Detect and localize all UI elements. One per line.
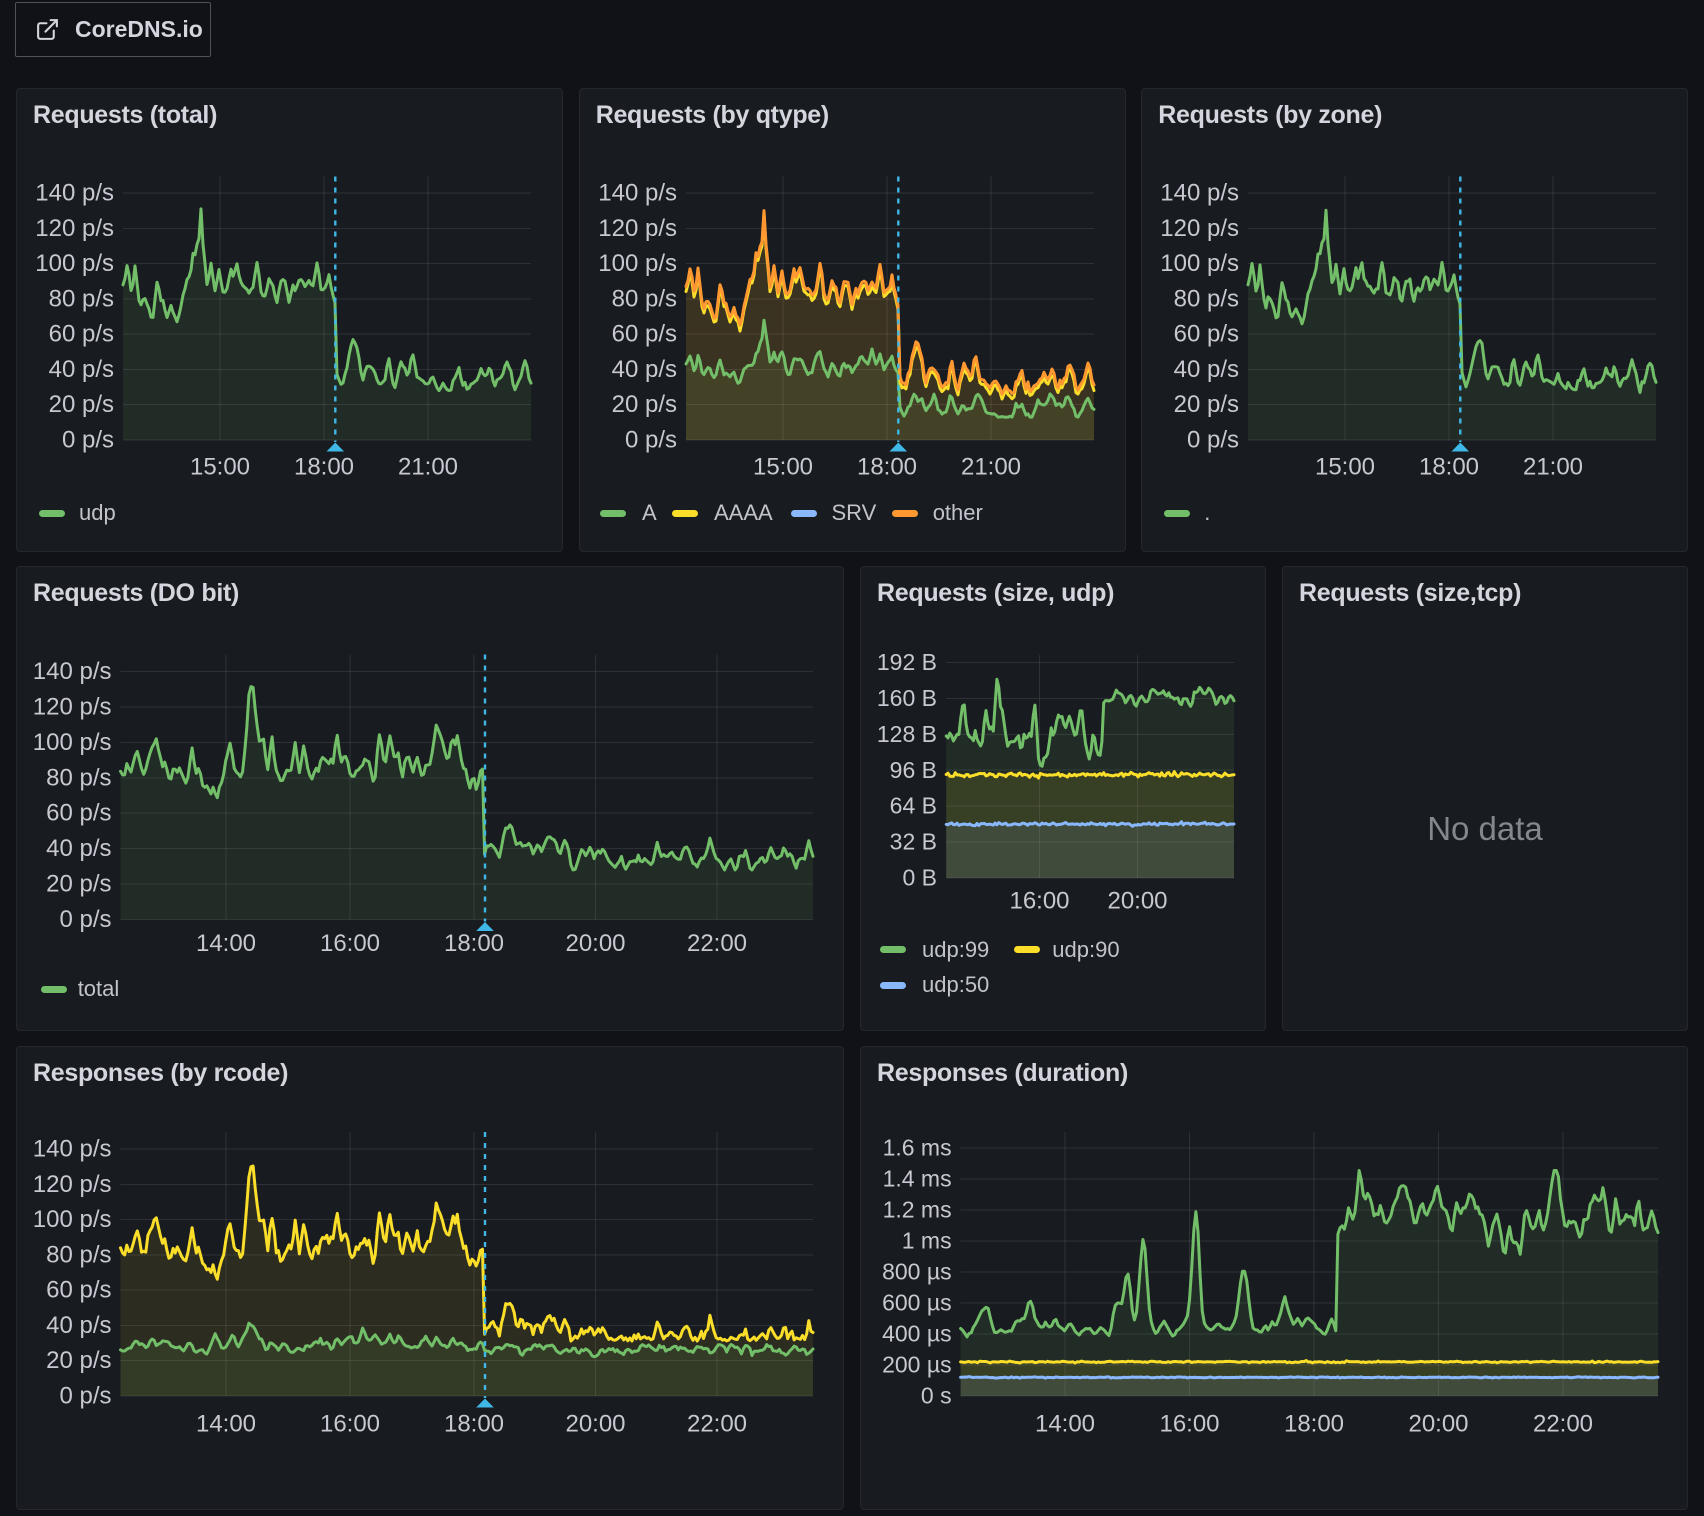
svg-text:22:00: 22:00 — [1533, 1411, 1593, 1438]
svg-text:40 p/s: 40 p/s — [1174, 356, 1239, 383]
svg-text:160 B: 160 B — [877, 685, 937, 711]
svg-text:80 p/s: 80 p/s — [46, 1241, 111, 1268]
svg-text:16:00: 16:00 — [320, 1411, 380, 1438]
svg-text:0 p/s: 0 p/s — [59, 906, 111, 933]
svg-text:128 B: 128 B — [877, 721, 937, 747]
svg-text:21:00: 21:00 — [398, 454, 458, 481]
svg-text:14:00: 14:00 — [196, 930, 256, 957]
svg-text:100 p/s: 100 p/s — [598, 250, 677, 277]
svg-text:120 p/s: 120 p/s — [33, 693, 112, 720]
svg-text:120 p/s: 120 p/s — [35, 215, 114, 242]
svg-text:140 p/s: 140 p/s — [33, 1136, 112, 1163]
svg-text:80 p/s: 80 p/s — [611, 285, 676, 312]
svg-text:18:00: 18:00 — [294, 454, 354, 481]
svg-text:20:00: 20:00 — [565, 1411, 625, 1438]
svg-text:0 s: 0 s — [921, 1383, 952, 1409]
svg-text:1.6 ms: 1.6 ms — [883, 1135, 952, 1161]
svg-text:192 B: 192 B — [877, 649, 937, 675]
svg-text:60 p/s: 60 p/s — [1174, 321, 1239, 348]
svg-text:14:00: 14:00 — [196, 1411, 256, 1438]
svg-text:140 p/s: 140 p/s — [1161, 180, 1240, 207]
svg-text:15:00: 15:00 — [190, 454, 250, 481]
svg-text:0 p/s: 0 p/s — [625, 427, 677, 454]
svg-text:40 p/s: 40 p/s — [46, 835, 111, 862]
svg-text:21:00: 21:00 — [1523, 454, 1583, 481]
svg-text:80 p/s: 80 p/s — [46, 764, 111, 791]
svg-text:0 B: 0 B — [902, 865, 937, 891]
svg-text:22:00: 22:00 — [687, 1411, 747, 1438]
svg-text:100 p/s: 100 p/s — [35, 250, 114, 277]
svg-text:60 p/s: 60 p/s — [46, 800, 111, 827]
svg-text:100 p/s: 100 p/s — [33, 1206, 112, 1233]
svg-text:60 p/s: 60 p/s — [611, 321, 676, 348]
svg-text:96 B: 96 B — [890, 757, 937, 783]
svg-text:64 B: 64 B — [890, 793, 937, 819]
svg-text:20 p/s: 20 p/s — [49, 391, 114, 418]
svg-text:15:00: 15:00 — [753, 454, 813, 481]
svg-text:800 µs: 800 µs — [882, 1259, 952, 1285]
svg-text:16:00: 16:00 — [1159, 1411, 1219, 1438]
svg-text:40 p/s: 40 p/s — [49, 356, 114, 383]
svg-text:600 µs: 600 µs — [882, 1290, 952, 1316]
svg-text:14:00: 14:00 — [1035, 1411, 1095, 1438]
svg-text:140 p/s: 140 p/s — [35, 180, 114, 207]
svg-text:15:00: 15:00 — [1315, 454, 1375, 481]
svg-text:18:00: 18:00 — [857, 454, 917, 481]
svg-text:16:00: 16:00 — [1009, 888, 1069, 915]
svg-text:0 p/s: 0 p/s — [1187, 427, 1239, 454]
svg-text:20 p/s: 20 p/s — [46, 1347, 111, 1374]
svg-text:0 p/s: 0 p/s — [62, 427, 114, 454]
svg-text:200 µs: 200 µs — [882, 1352, 952, 1378]
svg-text:40 p/s: 40 p/s — [46, 1312, 111, 1339]
svg-text:120 p/s: 120 p/s — [598, 215, 677, 242]
svg-text:20:00: 20:00 — [565, 930, 625, 957]
svg-text:0 p/s: 0 p/s — [59, 1383, 111, 1410]
svg-text:140 p/s: 140 p/s — [33, 658, 112, 685]
svg-text:22:00: 22:00 — [687, 930, 747, 957]
svg-text:80 p/s: 80 p/s — [1174, 285, 1239, 312]
svg-text:120 p/s: 120 p/s — [1161, 215, 1240, 242]
svg-text:18:00: 18:00 — [1419, 454, 1479, 481]
svg-text:20:00: 20:00 — [1408, 1411, 1468, 1438]
svg-text:60 p/s: 60 p/s — [49, 321, 114, 348]
svg-text:20 p/s: 20 p/s — [611, 391, 676, 418]
svg-text:1 ms: 1 ms — [902, 1228, 952, 1254]
svg-text:140 p/s: 140 p/s — [598, 180, 677, 207]
svg-text:21:00: 21:00 — [961, 454, 1021, 481]
svg-text:400 µs: 400 µs — [882, 1321, 952, 1347]
svg-text:60 p/s: 60 p/s — [46, 1277, 111, 1304]
svg-text:1.4 ms: 1.4 ms — [883, 1166, 952, 1192]
svg-text:100 p/s: 100 p/s — [1161, 250, 1240, 277]
svg-text:18:00: 18:00 — [444, 1411, 504, 1438]
svg-text:16:00: 16:00 — [320, 930, 380, 957]
svg-text:100 p/s: 100 p/s — [33, 729, 112, 756]
svg-text:20 p/s: 20 p/s — [1174, 391, 1239, 418]
svg-text:80 p/s: 80 p/s — [49, 285, 114, 312]
svg-text:20:00: 20:00 — [1107, 888, 1167, 915]
svg-text:18:00: 18:00 — [444, 930, 504, 957]
svg-text:32 B: 32 B — [890, 829, 937, 855]
svg-text:18:00: 18:00 — [1284, 1411, 1344, 1438]
svg-text:1.2 ms: 1.2 ms — [883, 1197, 952, 1223]
svg-text:120 p/s: 120 p/s — [33, 1171, 112, 1198]
svg-text:20 p/s: 20 p/s — [46, 871, 111, 898]
svg-text:40 p/s: 40 p/s — [611, 356, 676, 383]
